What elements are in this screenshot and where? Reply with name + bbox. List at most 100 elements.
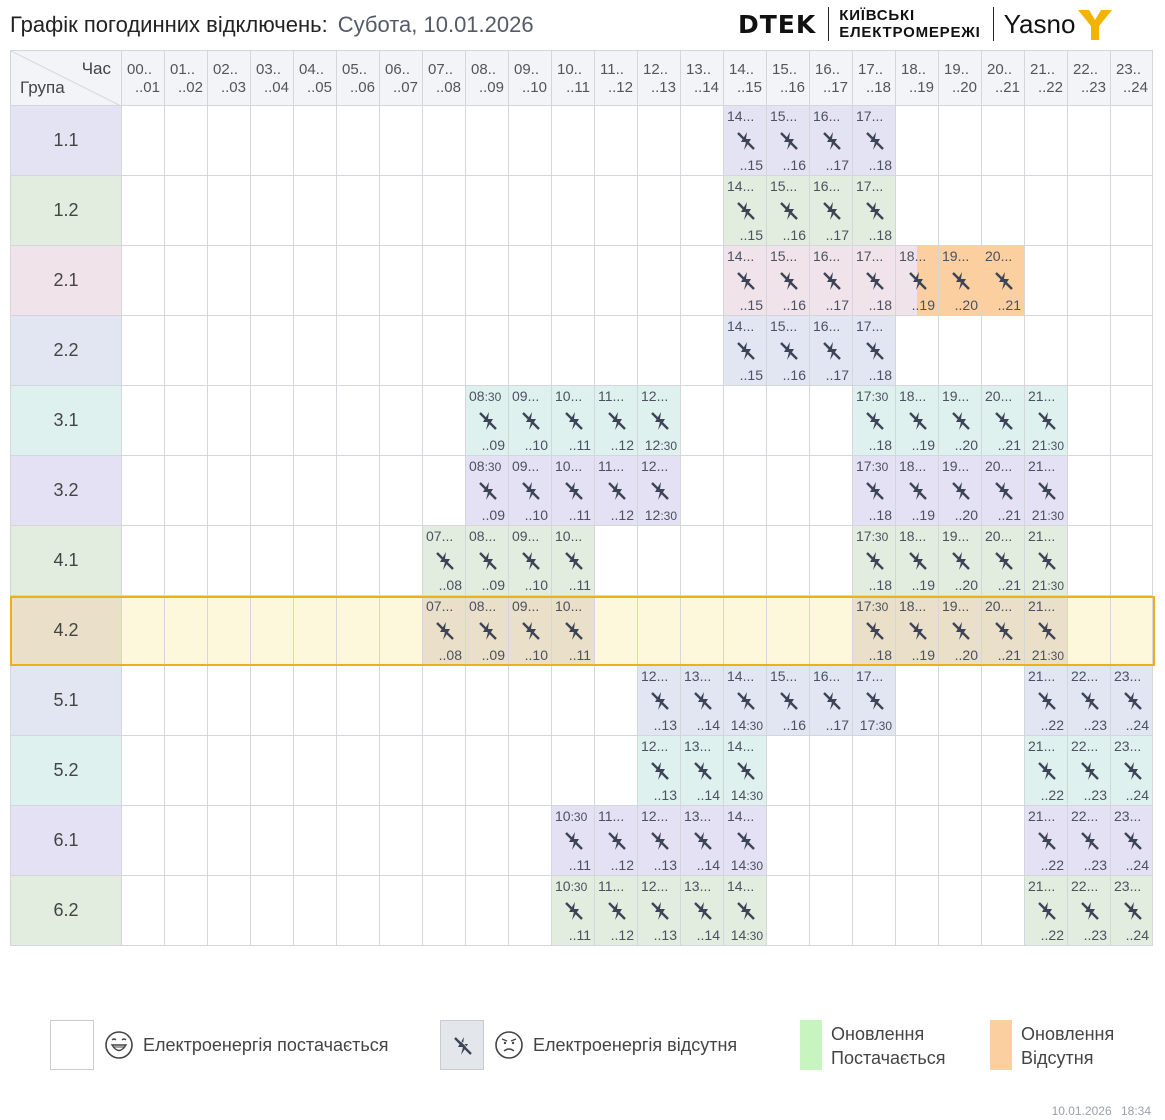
outage-end-hour: ..18: [868, 157, 892, 173]
outage-cell: 15... ..16: [767, 106, 810, 176]
outage-end-hour: ..18: [868, 507, 892, 523]
power-off-icon: [479, 482, 497, 500]
power-on-cell: [251, 176, 294, 246]
outage-end-hour: ..13: [653, 857, 677, 873]
group-row-2.1[interactable]: 2.1 14... ..15 15... ..16 16... ..17 17... ..18 1…: [10, 246, 1155, 316]
power-on-cell: [294, 456, 337, 526]
hour-end-label: ..05: [306, 79, 332, 96]
power-off-icon: [1038, 902, 1056, 920]
outage-cell: 11... ..12: [595, 806, 638, 876]
group-row-3.1[interactable]: 3.1 08:30 ..09 09... ..10 10... ..11 11... ..12 1…: [10, 386, 1155, 456]
outage-end-hour: ..21: [997, 297, 1021, 313]
power-off-icon: [737, 762, 755, 780]
power-on-cell: [552, 316, 595, 386]
hour-start-label: 15..: [772, 61, 798, 78]
outage-end: ..19: [912, 647, 935, 663]
power-on-cell: [423, 876, 466, 946]
group-label: 2.1: [10, 246, 122, 316]
outage-end: ..15: [740, 157, 763, 173]
power-on-cell: [724, 386, 767, 456]
outage-start: 17...: [856, 318, 883, 334]
power-off-icon: [522, 482, 540, 500]
power-on-cell: [337, 316, 380, 386]
power-off-icon: [651, 692, 669, 710]
outage-end-hour: ..16: [782, 367, 806, 383]
group-row-5.2[interactable]: 5.2 12... ..13 13... ..14 14... 14:30 21... ..22…: [10, 736, 1155, 806]
hour-start-label: 11..: [600, 61, 624, 78]
power-on-cell: [810, 806, 853, 876]
group-row-1.1[interactable]: 1.1 14... ..15 15... ..16 16... ..17 17... ..18: [10, 106, 1155, 176]
group-row-5.1[interactable]: 5.1 12... ..13 13... ..14 14... 14:30 15... ..16…: [10, 666, 1155, 736]
outage-start: 14...: [727, 178, 754, 194]
power-on-cell: [423, 246, 466, 316]
legend-update-on-line1: Оновлення: [831, 1024, 925, 1044]
group-row-4.1[interactable]: 4.1 07... ..08 08... ..09 09... ..10 10... ..11 1…: [10, 526, 1155, 596]
power-off-icon: [608, 482, 626, 500]
hour-end-label: ..24: [1122, 79, 1148, 96]
outage-start: 12...: [641, 668, 668, 684]
power-on-cell: [681, 526, 724, 596]
outage-start: 10:30: [555, 808, 587, 824]
outage-end: ..08: [439, 577, 462, 593]
group-row-4.2[interactable]: 4.2 07... ..08 08... ..09 09... ..10 10... ..11 1…: [10, 596, 1155, 666]
power-on-cell: [294, 246, 337, 316]
power-off-icon: [780, 272, 798, 290]
outage-end: ..13: [654, 717, 677, 733]
power-off-icon: [823, 202, 841, 220]
group-row-2.2[interactable]: 2.2 14... ..15 15... ..16 16... ..17 17... ..18: [10, 316, 1155, 386]
power-on-cell: [982, 806, 1025, 876]
group-label: 3.1: [10, 386, 122, 456]
power-on-cell: [810, 736, 853, 806]
group-row-3.2[interactable]: 3.2 08:30 ..09 09... ..10 10... ..11 11... ..12 1…: [10, 456, 1155, 526]
outage-end-hour: 14: [730, 717, 747, 733]
outage-start: 19...: [942, 528, 969, 544]
outage-cell: 07... ..08: [423, 526, 466, 596]
group-row-6.2[interactable]: 6.2 10:30 ..11 11... ..12 12... ..13 13... ..14 1…: [10, 876, 1155, 946]
outage-start-hour: 22...: [1071, 668, 1099, 684]
happy-face-icon: [105, 1031, 133, 1059]
outage-end-hour: ..16: [782, 717, 806, 733]
outage-end: ..19: [912, 507, 935, 523]
outage-start-hour: 20...: [985, 248, 1013, 264]
power-on-cell: [165, 386, 208, 456]
power-on-cell: [595, 106, 638, 176]
outage-end-hour: ..22: [1040, 787, 1064, 803]
group-row-6.1[interactable]: 6.1 10:30 ..11 11... ..12 12... ..13 13... ..14 1…: [10, 806, 1155, 876]
power-on-cell: [509, 736, 552, 806]
outage-end-hour: ..20: [954, 437, 978, 453]
power-off-icon: [866, 132, 884, 150]
outage-start-hour: 17...: [856, 248, 884, 264]
outage-start-hour: 21...: [1028, 878, 1056, 894]
outage-cell: 16... ..17: [810, 176, 853, 246]
hour-end-label: ..02: [177, 79, 203, 96]
outage-cell: 14... ..15: [724, 106, 767, 176]
group-row-1.2[interactable]: 1.2 14... ..15 15... ..16 16... ..17 17... ..18: [10, 176, 1155, 246]
outage-end: ..14: [697, 787, 720, 803]
outage-cell: 21... ..22: [1025, 666, 1068, 736]
outage-start-minutes: :30: [484, 390, 502, 404]
outage-start-hour: 22...: [1071, 878, 1099, 894]
power-on-cell: [1111, 386, 1153, 456]
outage-start: 12...: [641, 738, 668, 754]
power-off-icon: [651, 902, 669, 920]
power-off-icon: [866, 692, 884, 710]
outage-start-hour: 13...: [684, 738, 712, 754]
outage-start-hour: 09...: [512, 388, 540, 404]
outage-start: 17:30: [856, 458, 888, 474]
hour-header-4: 04.. ..05: [294, 50, 337, 106]
outage-start-hour: 19...: [942, 388, 970, 404]
hour-start-label: 13..: [686, 61, 712, 78]
power-off-icon: [952, 412, 970, 430]
outage-end-hour: ..11: [568, 437, 591, 453]
outage-start: 19...: [942, 598, 969, 614]
yasno-logo-text: Yasno: [1003, 8, 1076, 39]
power-on-cell: [638, 596, 681, 666]
outage-cell: 17... ..18: [853, 176, 896, 246]
outage-end-hour: ..17: [825, 717, 849, 733]
power-off-icon: [866, 412, 884, 430]
power-on-cell: [251, 806, 294, 876]
outage-start: 17:30: [856, 528, 888, 544]
outage-cell: 20... ..21: [982, 246, 1025, 316]
power-on-cell: [595, 596, 638, 666]
power-on-cell: [509, 876, 552, 946]
